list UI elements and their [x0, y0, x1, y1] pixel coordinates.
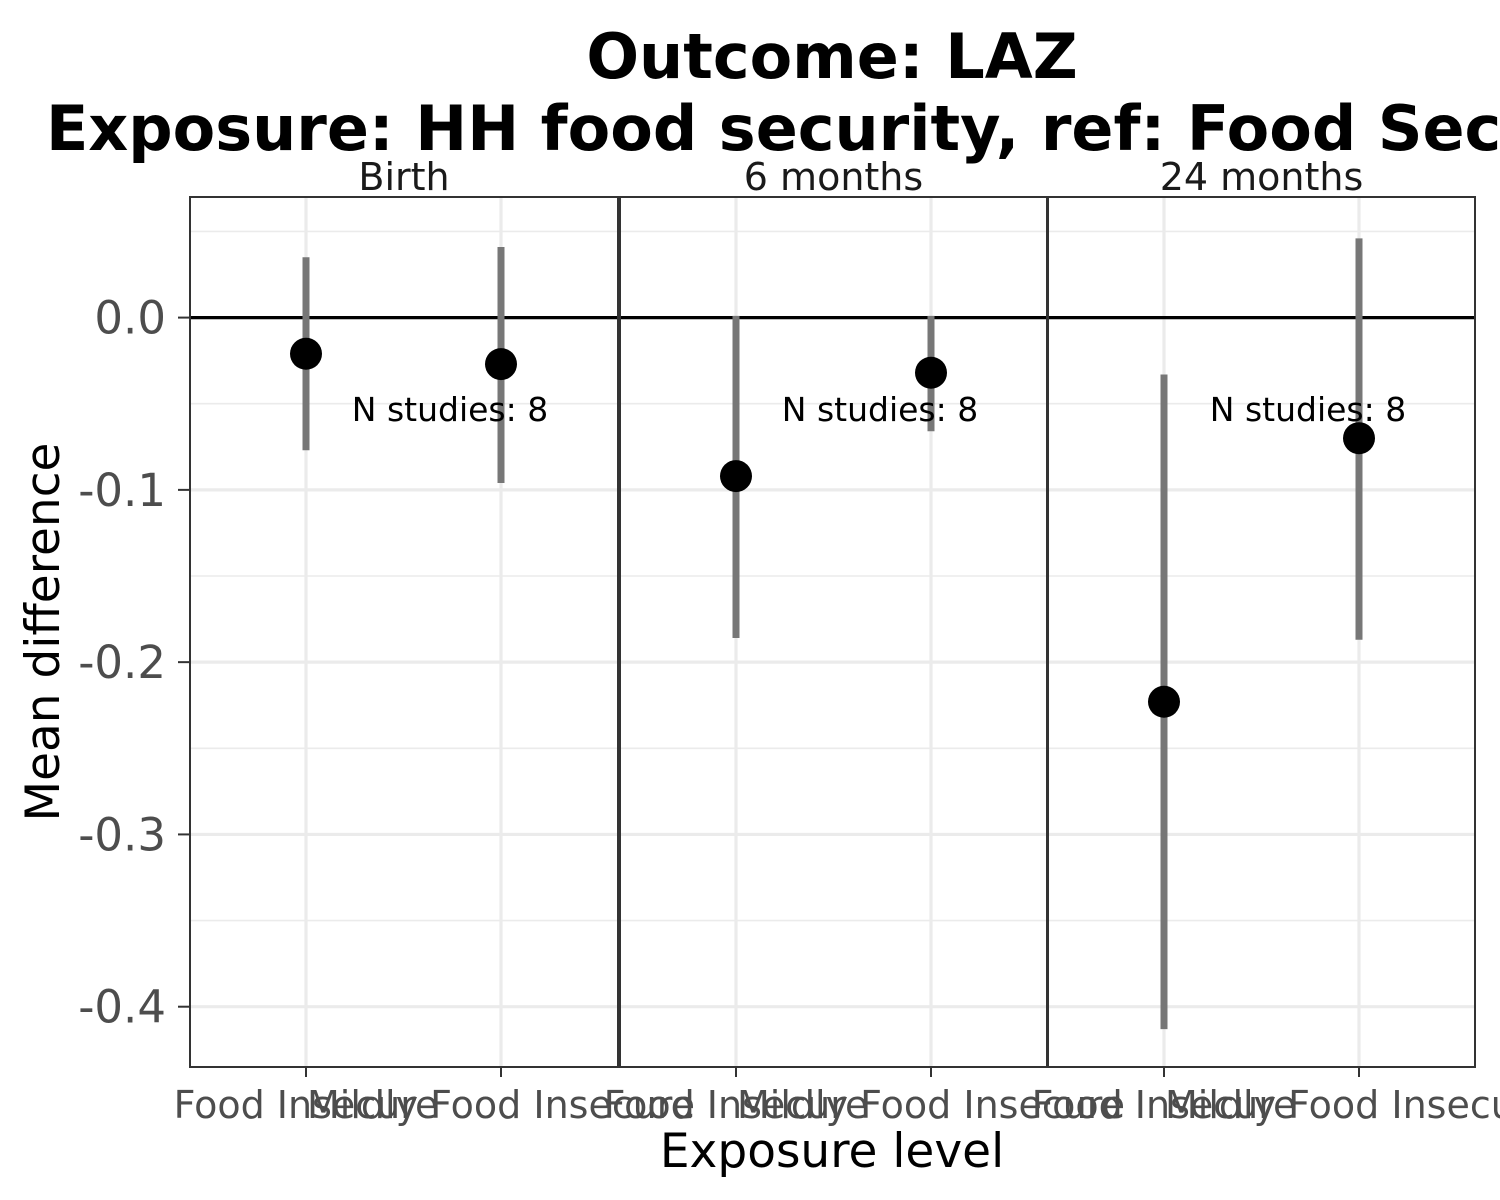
- point-estimate: [1148, 685, 1180, 718]
- x-tick-label: Mildly Food Insecure: [737, 1083, 1125, 1127]
- point-estimate: [1343, 422, 1375, 455]
- n-studies-label: N studies: 8: [782, 390, 978, 429]
- x-axis-title: Exposure level: [660, 1124, 1004, 1179]
- y-tick-label: -0.2: [78, 636, 166, 689]
- point-estimate: [915, 356, 947, 389]
- chart-title-line2: Exposure: HH food security, ref: Food Se…: [46, 92, 1500, 165]
- x-tick-label: Mildly Food Insecure: [307, 1083, 695, 1127]
- facet-strip-label: Birth: [358, 155, 449, 199]
- x-tick-label: Mildly Food Insecure: [1165, 1083, 1500, 1127]
- x-tick-label: Food Insecure: [174, 1083, 439, 1127]
- chart-title-line1: Outcome: LAZ: [586, 20, 1077, 93]
- y-tick-label: -0.3: [78, 808, 166, 861]
- y-tick-label: -0.1: [78, 464, 166, 517]
- panel-background: [1048, 197, 1475, 1067]
- facet-strip-label: 6 months: [744, 155, 923, 199]
- panel-background: [620, 197, 1047, 1067]
- point-estimate: [720, 460, 752, 493]
- panel-background: [190, 197, 618, 1067]
- facet-panel-1: N studies: 8 6 months Food InsecureMildly …: [604, 155, 1125, 1127]
- panel-border: [1047, 196, 1476, 1068]
- x-tick-label: Food Insecure: [1032, 1083, 1297, 1127]
- point-estimate: [485, 348, 517, 381]
- y-axis-title: Mean difference: [16, 443, 71, 822]
- y-axis: 0.0 -0.1 -0.2 -0.3 -0.4: [78, 292, 190, 1034]
- point-estimate: [290, 337, 322, 370]
- panel-plot-area: [620, 197, 1047, 1067]
- panel-border: [189, 196, 619, 1068]
- panel-plot-area: [190, 197, 618, 1067]
- facet-panel-2: N studies: 8 24 months Food InsecureMildly…: [1032, 155, 1500, 1127]
- panel-plot-area: [1048, 197, 1475, 1067]
- x-tick-label: Food Insecure: [604, 1083, 869, 1127]
- n-studies-label: N studies: 8: [1210, 390, 1406, 429]
- n-studies-label: N studies: 8: [352, 390, 548, 429]
- facet-strip-label: 24 months: [1160, 155, 1364, 199]
- y-tick-label: 0.0: [94, 292, 166, 345]
- y-tick-label: -0.4: [78, 981, 166, 1034]
